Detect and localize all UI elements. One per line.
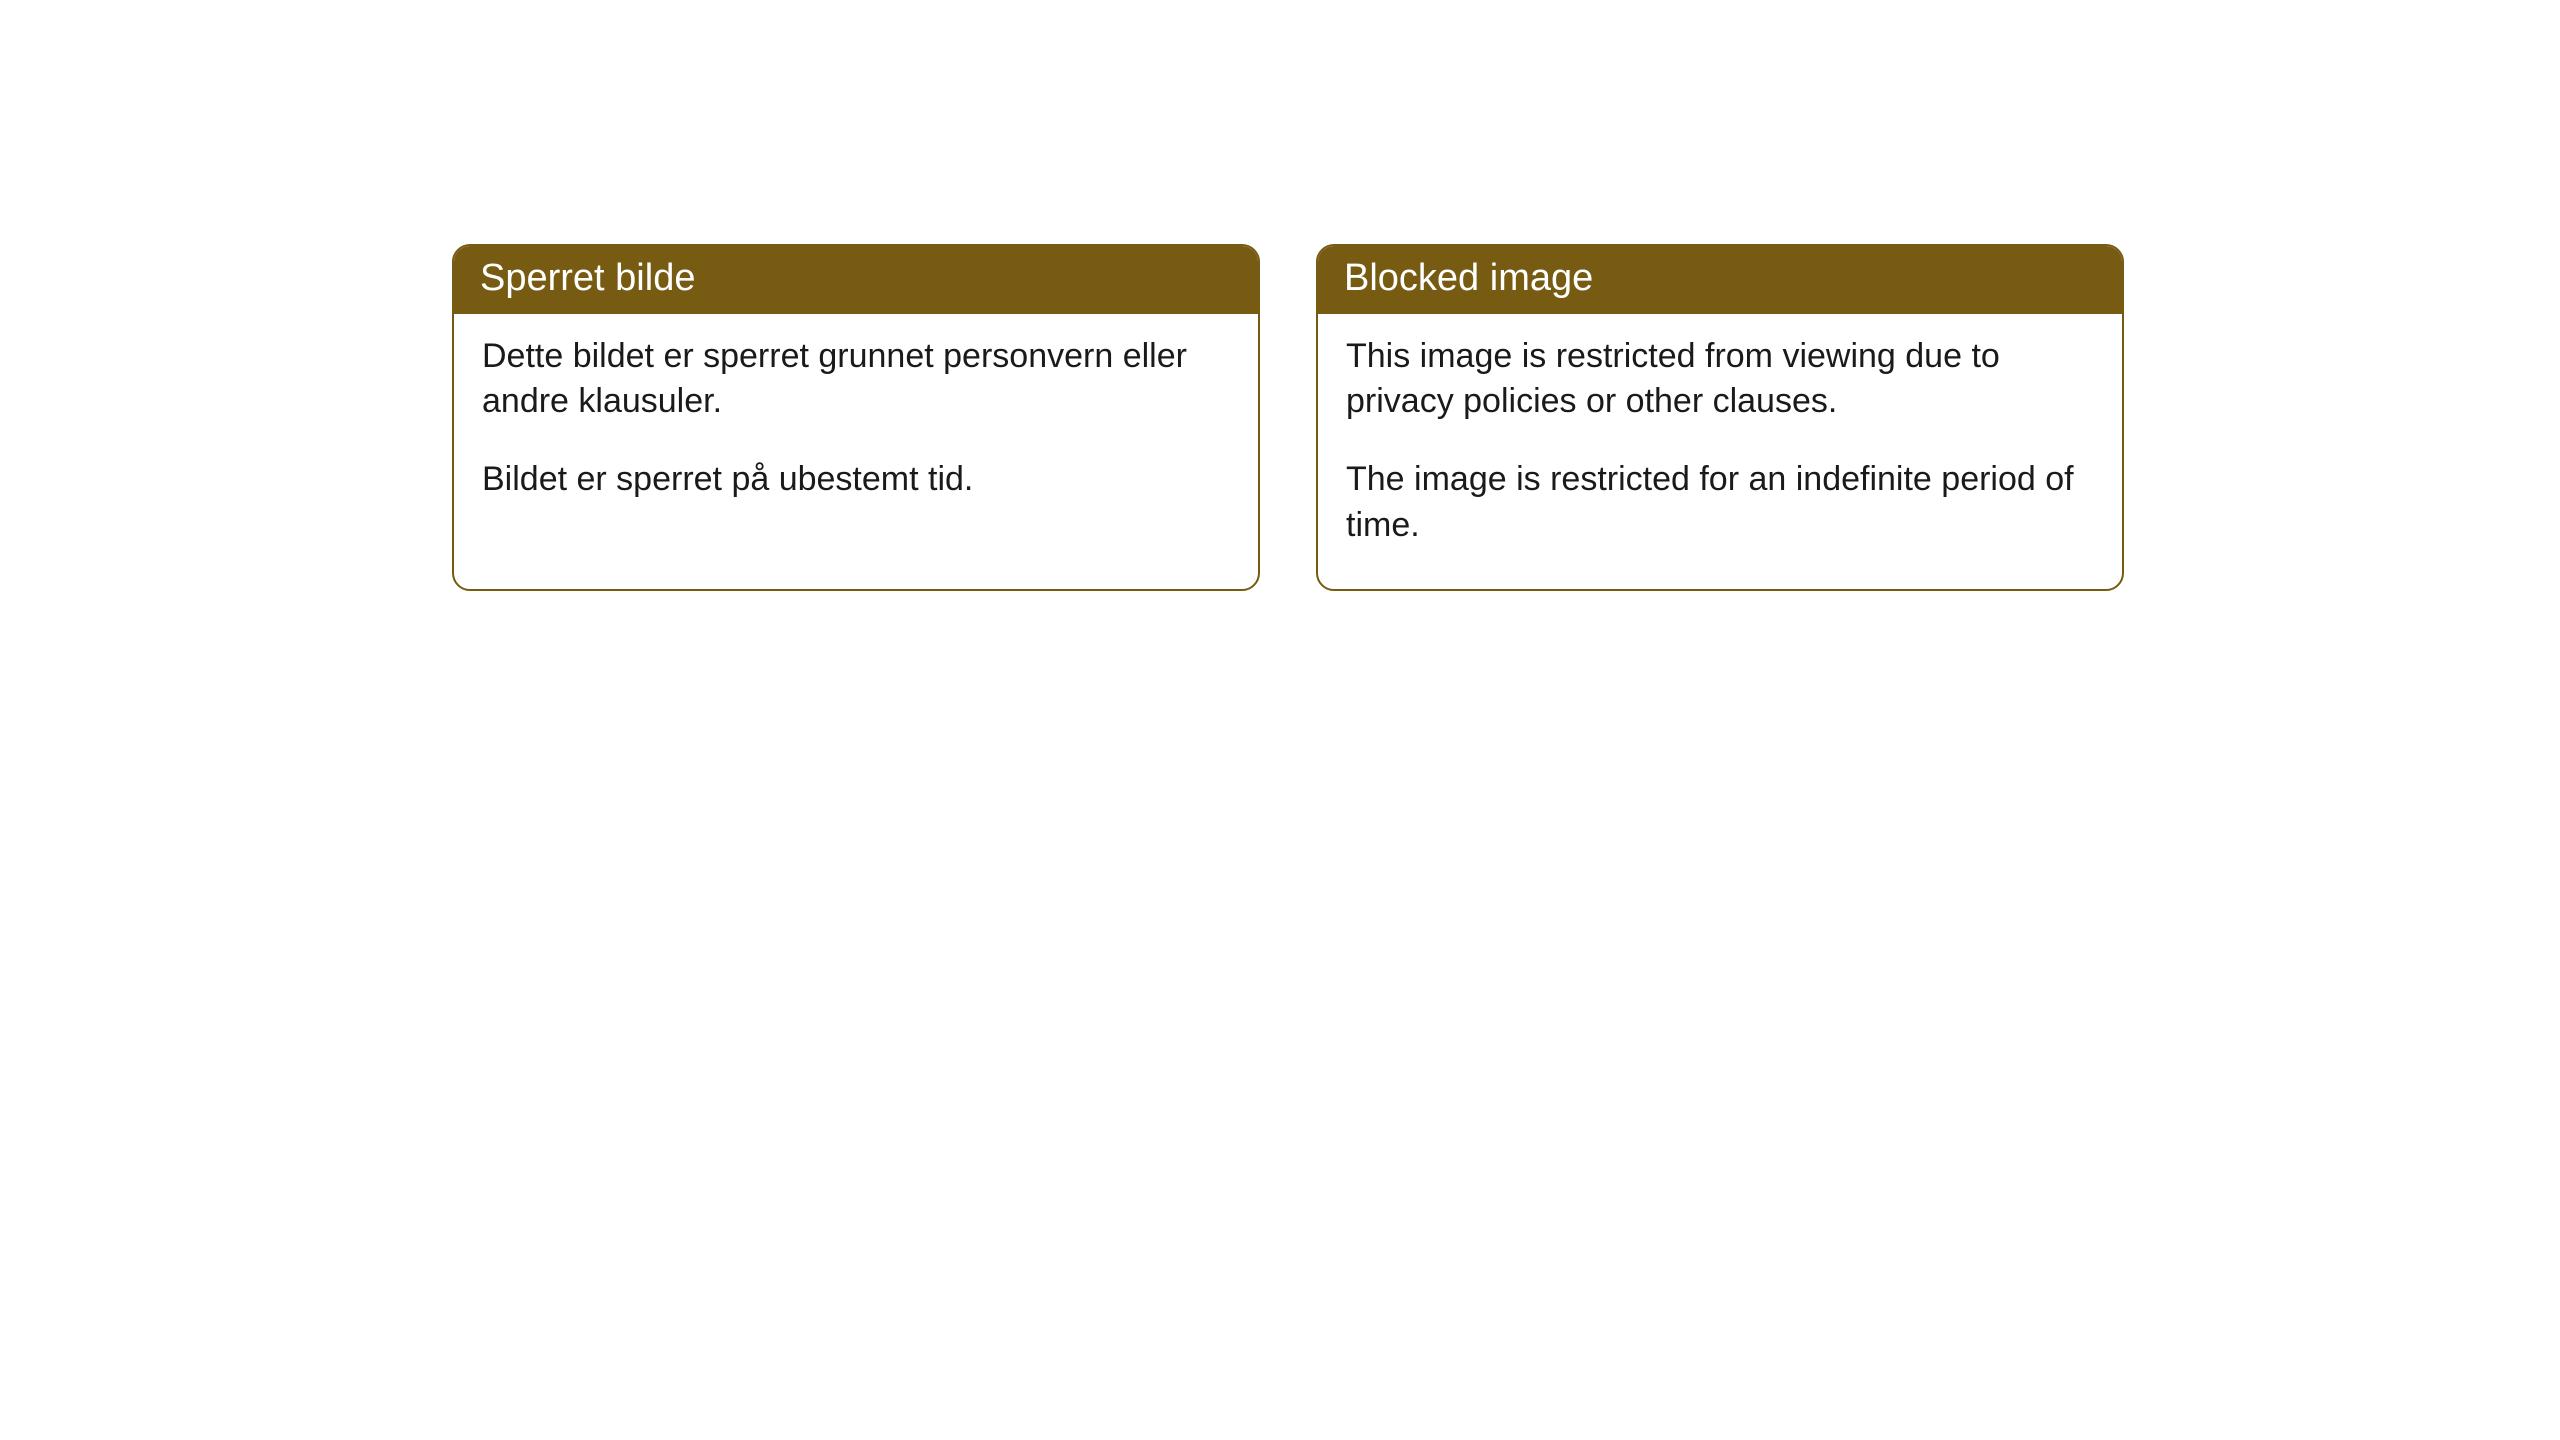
- notice-paragraph: This image is restricted from viewing du…: [1346, 334, 2094, 426]
- notice-card-norwegian: Sperret bilde Dette bildet er sperret gr…: [452, 244, 1260, 591]
- notice-container: Sperret bilde Dette bildet er sperret gr…: [0, 0, 2560, 591]
- notice-body-english: This image is restricted from viewing du…: [1318, 314, 2122, 590]
- notice-title-english: Blocked image: [1318, 246, 2122, 314]
- notice-paragraph: The image is restricted for an indefinit…: [1346, 457, 2094, 549]
- notice-card-english: Blocked image This image is restricted f…: [1316, 244, 2124, 591]
- notice-paragraph: Bildet er sperret på ubestemt tid.: [482, 457, 1230, 503]
- notice-title-norwegian: Sperret bilde: [454, 246, 1258, 314]
- notice-body-norwegian: Dette bildet er sperret grunnet personve…: [454, 314, 1258, 544]
- notice-paragraph: Dette bildet er sperret grunnet personve…: [482, 334, 1230, 426]
